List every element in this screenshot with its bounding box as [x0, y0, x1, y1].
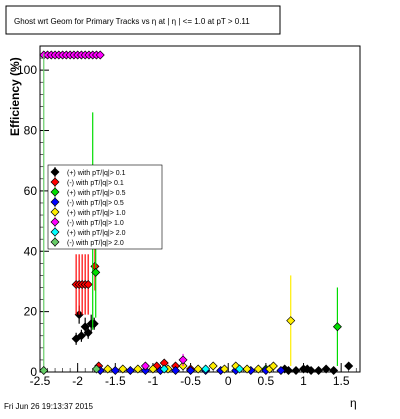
legend-label: (-) with pT/|q|> 0.5	[67, 200, 124, 207]
y-tick-label: 60	[24, 184, 38, 198]
legend-marker	[50, 207, 60, 217]
data-point	[268, 361, 278, 371]
legend-label: (+) with pT/|q|> 2.0	[67, 230, 126, 237]
y-tick-label: 80	[24, 124, 38, 138]
data-point	[80, 322, 90, 332]
data-point	[83, 279, 93, 289]
x-tick-label: 1.5	[333, 374, 350, 388]
data-point	[76, 331, 86, 341]
plot-frame	[39, 45, 361, 373]
y-tick-label: 100	[17, 63, 37, 77]
data-point	[306, 365, 316, 375]
data-point	[344, 361, 354, 371]
data-point	[140, 361, 150, 371]
legend-marker	[50, 177, 60, 187]
legend-marker	[50, 197, 60, 207]
data-point	[186, 365, 196, 375]
data-point	[283, 365, 293, 375]
data-point	[314, 365, 324, 375]
data-point	[286, 316, 296, 326]
data-point	[291, 365, 301, 375]
data-point	[329, 365, 339, 375]
legend-marker	[50, 167, 60, 177]
footer-timestamp: Fri Jun 26 19:13:37 2015	[4, 402, 94, 411]
legend-label: (+) with pT/|q|> 0.1	[67, 170, 126, 177]
legend-label: (-) with pT/|q|> 2.0	[67, 240, 124, 247]
data-point	[95, 50, 105, 60]
data-point	[125, 365, 135, 375]
legend-label: (-) with pT/|q|> 1.0	[67, 220, 124, 227]
data-point	[110, 365, 120, 375]
x-tick-label: 1	[300, 374, 307, 388]
legend-marker	[50, 187, 60, 197]
data-point	[140, 365, 150, 375]
legend-marker	[50, 217, 60, 227]
y-tick-label: 20	[24, 305, 38, 319]
data-point	[118, 364, 128, 374]
legend-box	[47, 164, 163, 250]
data-point	[178, 355, 188, 365]
data-point	[235, 364, 245, 374]
x-tick-label: -2	[72, 374, 83, 388]
data-point	[193, 364, 203, 374]
data-point	[133, 364, 143, 374]
legend-label: (+) with pT/|q|> 1.0	[67, 210, 126, 217]
data-point	[39, 365, 49, 375]
y-tick-label: 40	[24, 244, 38, 258]
data-point	[276, 365, 286, 375]
x-tick-label: 0.5	[258, 374, 275, 388]
data-point	[253, 364, 263, 374]
x-tick-label: -2.5	[30, 374, 51, 388]
series-6	[39, 50, 188, 371]
series-8	[39, 53, 101, 375]
data-point	[219, 364, 229, 374]
legend: (+) with pT/|q|> 0.1 (-) with pT/|q|> 0.1…	[50, 167, 126, 247]
x-tick-label: -0.5	[180, 374, 201, 388]
legend-label: (-) with pT/|q|> 0.1	[67, 180, 124, 187]
x-tick-label: 0	[225, 374, 232, 388]
data-point	[91, 364, 101, 374]
series-7	[159, 364, 245, 374]
legend-marker	[50, 227, 60, 237]
x-tick-label: -1	[148, 374, 159, 388]
series-5	[103, 275, 296, 374]
legend-label: (+) with pT/|q|> 0.5	[67, 190, 126, 197]
data-point	[159, 364, 169, 374]
title-box	[5, 5, 281, 35]
data-point	[242, 364, 252, 374]
data-point	[103, 364, 113, 374]
x-axis-label: η	[350, 396, 357, 410]
y-axis-label: Efficiency (%)	[8, 57, 22, 136]
legend-marker	[50, 237, 60, 247]
series-2	[71, 242, 196, 374]
data-point	[171, 365, 181, 375]
data-point	[91, 267, 101, 277]
data-point	[148, 364, 158, 374]
data-point	[208, 361, 218, 371]
y-tick-label: 0	[30, 365, 37, 379]
chart-title: Ghost wrt Geom for Primary Tracks vs η a…	[14, 17, 250, 26]
data-point	[332, 322, 342, 332]
data-point	[321, 364, 331, 374]
x-tick-label: -1.5	[105, 374, 126, 388]
data-point	[201, 364, 211, 374]
